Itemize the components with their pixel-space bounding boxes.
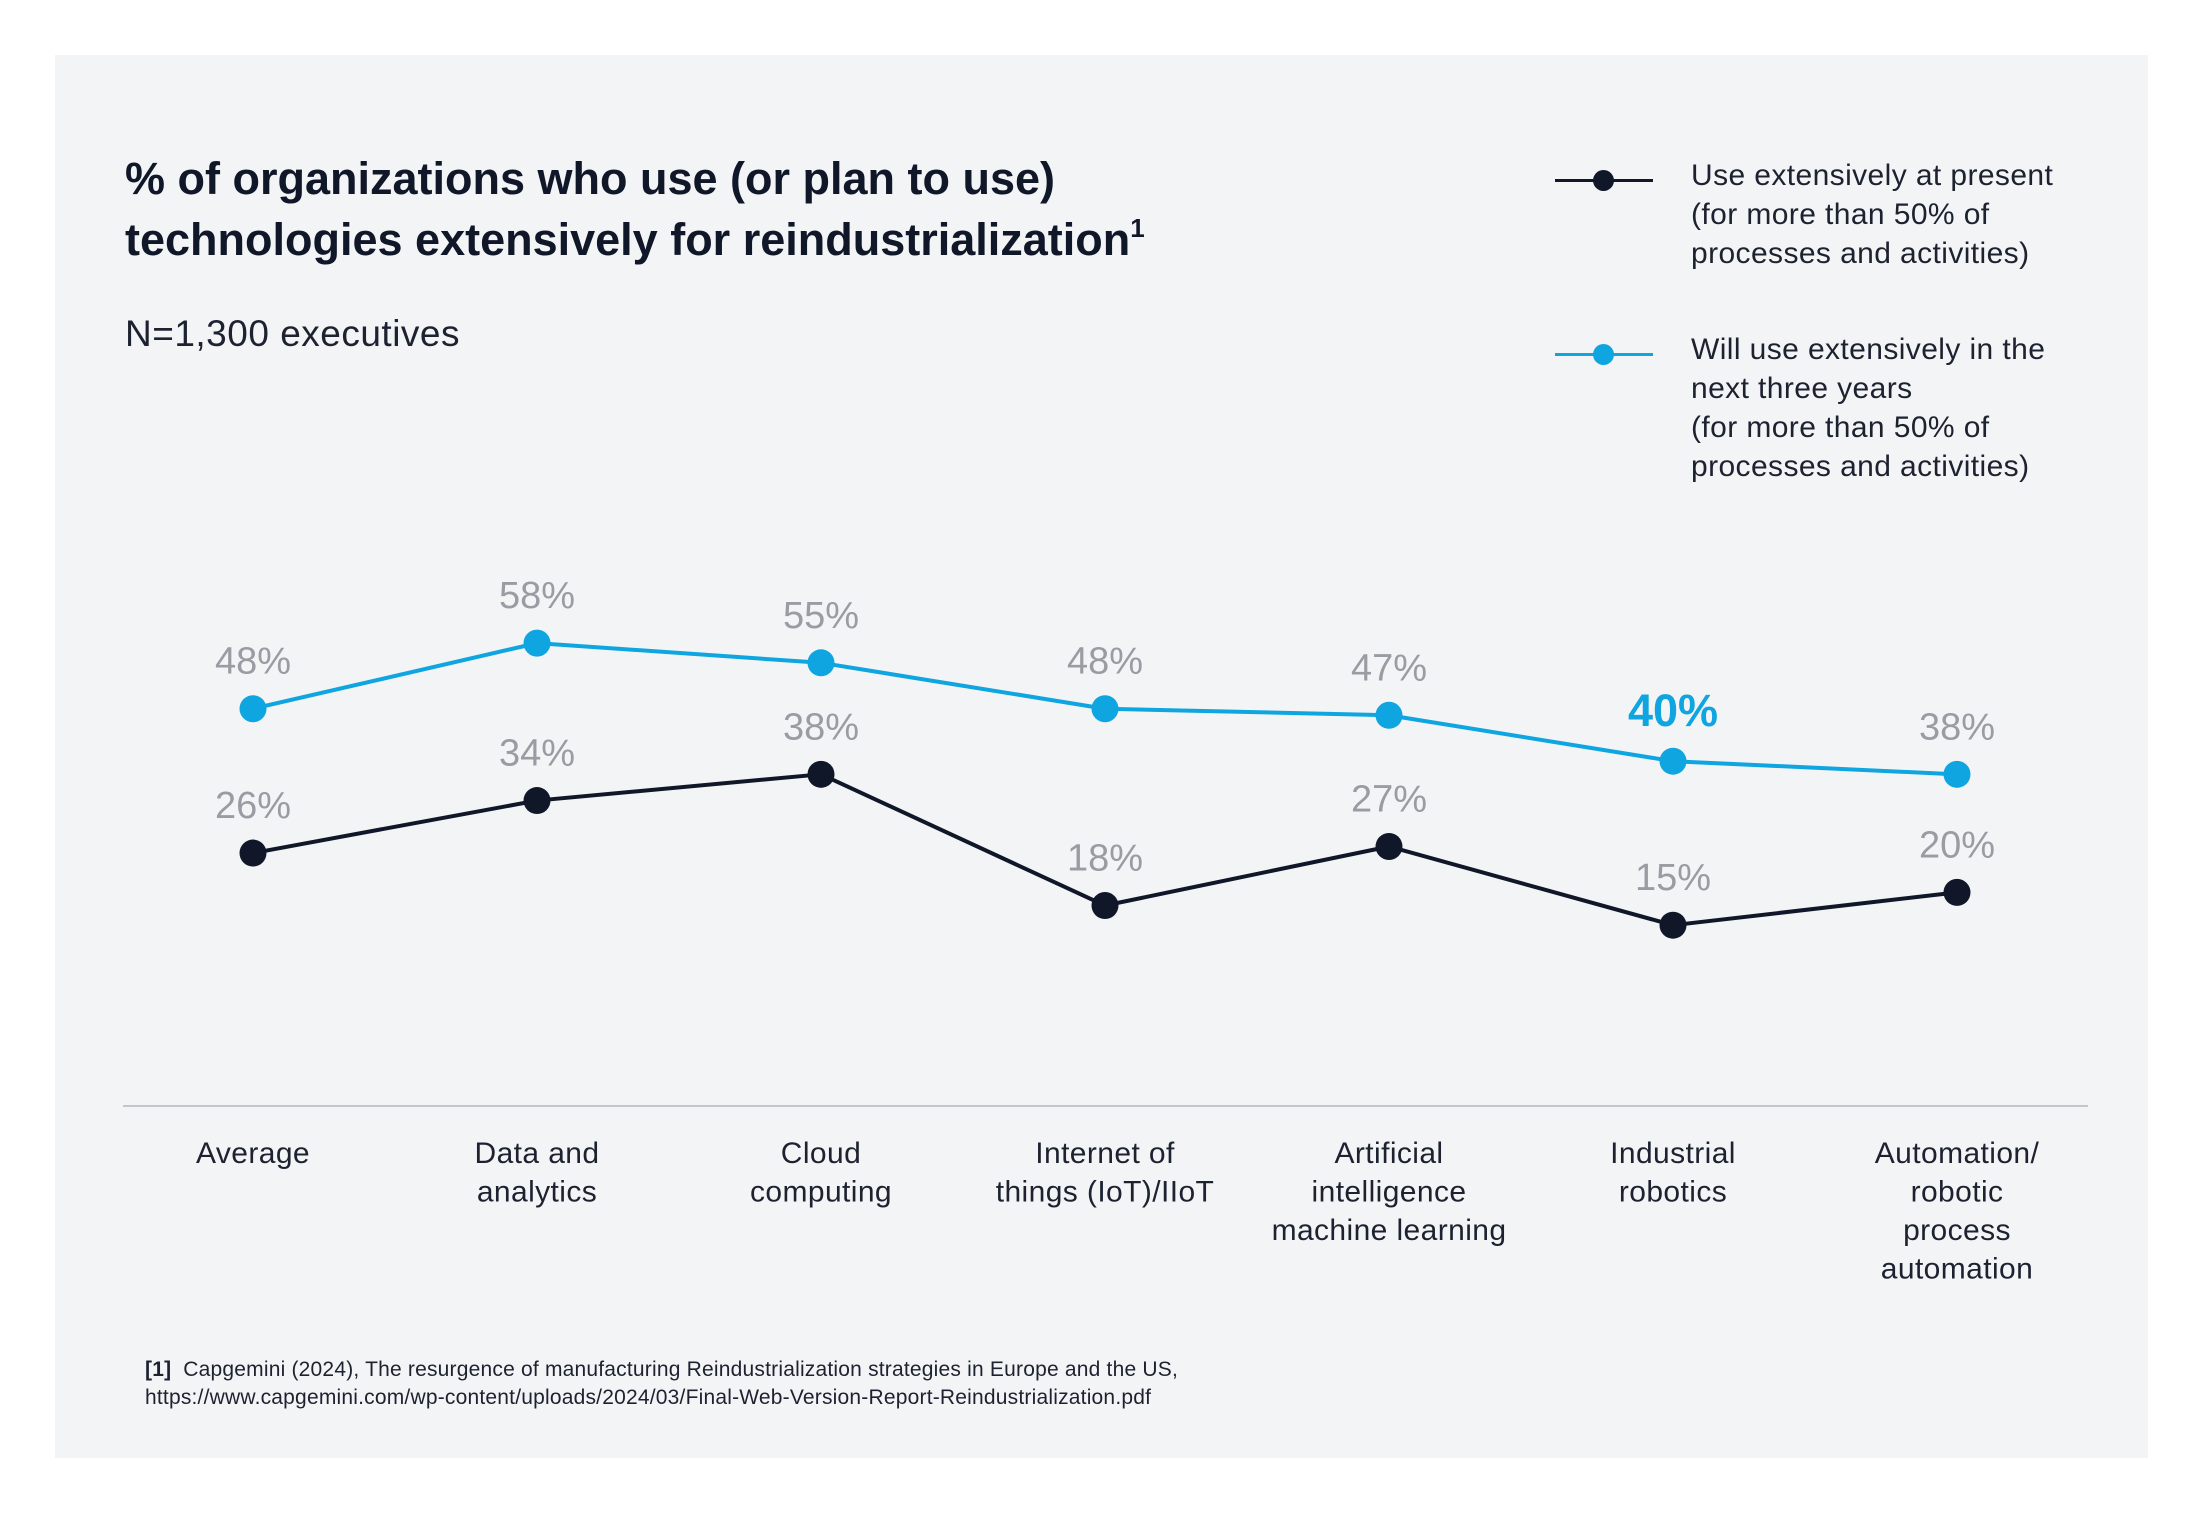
- data-label-present: 18%: [1067, 838, 1143, 880]
- x-tick-label-line: Data and: [475, 1137, 600, 1170]
- data-point-present: [523, 787, 551, 815]
- data-point-future: [807, 649, 835, 677]
- data-point-present: [239, 839, 267, 867]
- legend-dot-future: [1593, 344, 1614, 365]
- legend-item-present: Use extensively at present (for more tha…: [1555, 156, 2115, 273]
- legend-present-line-2: (for more than 50% of: [1691, 198, 1990, 231]
- data-label-future: 40%: [1628, 685, 1718, 736]
- data-label-present: 15%: [1635, 857, 1711, 899]
- legend-future-line-3: (for more than 50% of: [1691, 411, 1990, 444]
- x-tick-label-line: intelligence: [1312, 1176, 1467, 1209]
- data-point-present: [1659, 911, 1687, 939]
- legend-future-line-4: processes and activities): [1691, 450, 2030, 483]
- footnote-marker: [1]: [145, 1358, 172, 1381]
- x-tick-label: Internet of things (IoT)/IIoT: [996, 1137, 1215, 1209]
- footnote-source-text: Capgemini (2024), The resurgence of manu…: [183, 1358, 1178, 1381]
- x-tick-label: Industrial robotics: [1610, 1137, 1736, 1209]
- legend-item-future: Will use extensively in the next three y…: [1555, 330, 2115, 486]
- x-tick-label-line: machine learning: [1272, 1214, 1507, 1247]
- data-label-present: 27%: [1351, 778, 1427, 820]
- chart-title-line-2-text: technologies extensively for reindustria…: [125, 214, 1131, 265]
- data-point-present: [807, 760, 835, 788]
- data-point-future: [1943, 760, 1971, 788]
- x-tick-label: Cloud computing: [750, 1137, 892, 1209]
- chart-title-line-1: % of organizations who use (or plan to u…: [125, 153, 1056, 204]
- x-tick-label-line: analytics: [477, 1176, 597, 1209]
- legend: Use extensively at present (for more tha…: [1555, 156, 2115, 486]
- data-label-present: 20%: [1919, 824, 1995, 866]
- legend-present-line-3: processes and activities): [1691, 237, 2030, 270]
- legend-future-line-2: next three years: [1691, 372, 1913, 405]
- data-label-future: 58%: [499, 575, 575, 617]
- footnote-line-1: [1] Capgemini (2024), The resurgence of m…: [145, 1356, 1178, 1384]
- legend-present-line-1: Use extensively at present: [1691, 159, 2054, 192]
- x-tick-label-line: things (IoT)/IIoT: [996, 1176, 1215, 1209]
- data-label-future: 47%: [1351, 647, 1427, 689]
- data-label-present: 38%: [783, 706, 859, 748]
- data-point-future: [1091, 695, 1119, 723]
- chart-card: [55, 55, 2148, 1458]
- x-tick-label-line: Industrial: [1610, 1137, 1736, 1170]
- data-label-future: 38%: [1919, 706, 1995, 748]
- data-label-present: 34%: [499, 733, 575, 775]
- legend-marker-future: [1555, 344, 1653, 365]
- legend-future-line-1: Will use extensively in the: [1691, 333, 2046, 366]
- data-point-future: [523, 629, 551, 657]
- x-tick-label-line: Average: [196, 1137, 310, 1170]
- data-label-future: 48%: [215, 641, 291, 683]
- x-tick-label: Artificial intelligence machine learning: [1272, 1137, 1507, 1247]
- chart-title: % of organizations who use (or plan to u…: [125, 148, 1425, 270]
- data-label-future: 48%: [1067, 641, 1143, 683]
- data-point-present: [1943, 878, 1971, 906]
- x-tick-label-line: Internet of: [1035, 1137, 1175, 1170]
- x-tick-label-line: automation: [1881, 1253, 2033, 1286]
- x-tick-label-line: Automation/: [1875, 1137, 2040, 1170]
- x-tick-label-line: robotics: [1619, 1176, 1727, 1209]
- footnote: [1] Capgemini (2024), The resurgence of m…: [145, 1356, 1178, 1412]
- data-point-present: [1375, 832, 1403, 860]
- legend-dot-present: [1593, 170, 1614, 191]
- data-label-future: 55%: [783, 595, 859, 637]
- x-tick-label-line: Artificial: [1334, 1137, 1443, 1170]
- footnote-reference: 1: [1130, 213, 1145, 243]
- data-label-present: 26%: [215, 785, 291, 827]
- legend-marker-present: [1555, 170, 1653, 191]
- x-tick-label-line: Cloud: [781, 1137, 861, 1170]
- chart-title-line-2: technologies extensively for reindustria…: [125, 209, 1425, 270]
- data-point-future: [239, 695, 267, 723]
- x-tick-label: Data and analytics: [475, 1137, 600, 1209]
- x-tick-label-line: robotic: [1911, 1176, 2004, 1209]
- x-tick-label: Average: [196, 1137, 310, 1170]
- x-tick-label-line: computing: [750, 1176, 892, 1209]
- chart-subtitle: N=1,300 executives: [125, 313, 461, 354]
- data-point-present: [1091, 892, 1119, 920]
- x-tick-label-line: process: [1903, 1214, 2011, 1247]
- data-point-future: [1375, 701, 1403, 729]
- x-tick-label: Automation/robotic process automation: [1875, 1137, 2040, 1286]
- data-point-future: [1659, 747, 1687, 775]
- footnote-line-2: https://www.capgemini.com/wp-content/upl…: [145, 1386, 1152, 1409]
